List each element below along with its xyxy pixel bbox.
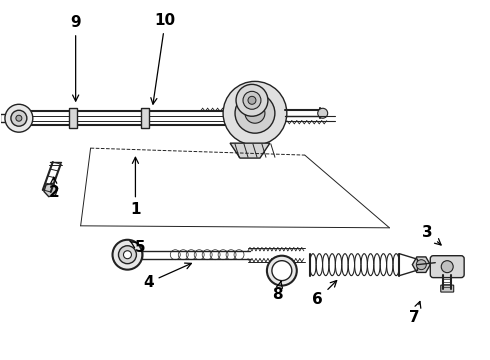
Text: 2: 2 [49,177,59,201]
Text: 7: 7 [409,301,421,325]
Circle shape [243,91,261,109]
Text: 4: 4 [143,263,192,290]
FancyBboxPatch shape [441,285,454,292]
Text: 10: 10 [151,13,176,104]
Polygon shape [230,143,270,158]
Circle shape [113,240,143,270]
Circle shape [11,110,27,126]
Circle shape [16,115,22,121]
Text: 3: 3 [422,225,441,245]
FancyBboxPatch shape [430,256,464,278]
Circle shape [245,103,265,123]
Circle shape [236,84,268,116]
Text: 9: 9 [71,15,81,101]
Circle shape [5,104,33,132]
Circle shape [441,261,453,273]
Circle shape [318,108,328,118]
Text: 1: 1 [130,157,141,217]
Circle shape [416,260,426,270]
FancyBboxPatch shape [142,108,149,128]
Text: 8: 8 [272,281,283,302]
Text: 6: 6 [312,280,337,307]
Circle shape [123,251,131,259]
Circle shape [119,246,136,264]
FancyBboxPatch shape [69,108,76,128]
Circle shape [267,256,297,285]
Circle shape [248,96,256,104]
Circle shape [235,93,275,133]
Circle shape [223,81,287,145]
Circle shape [272,261,292,280]
Text: 5: 5 [130,240,146,255]
